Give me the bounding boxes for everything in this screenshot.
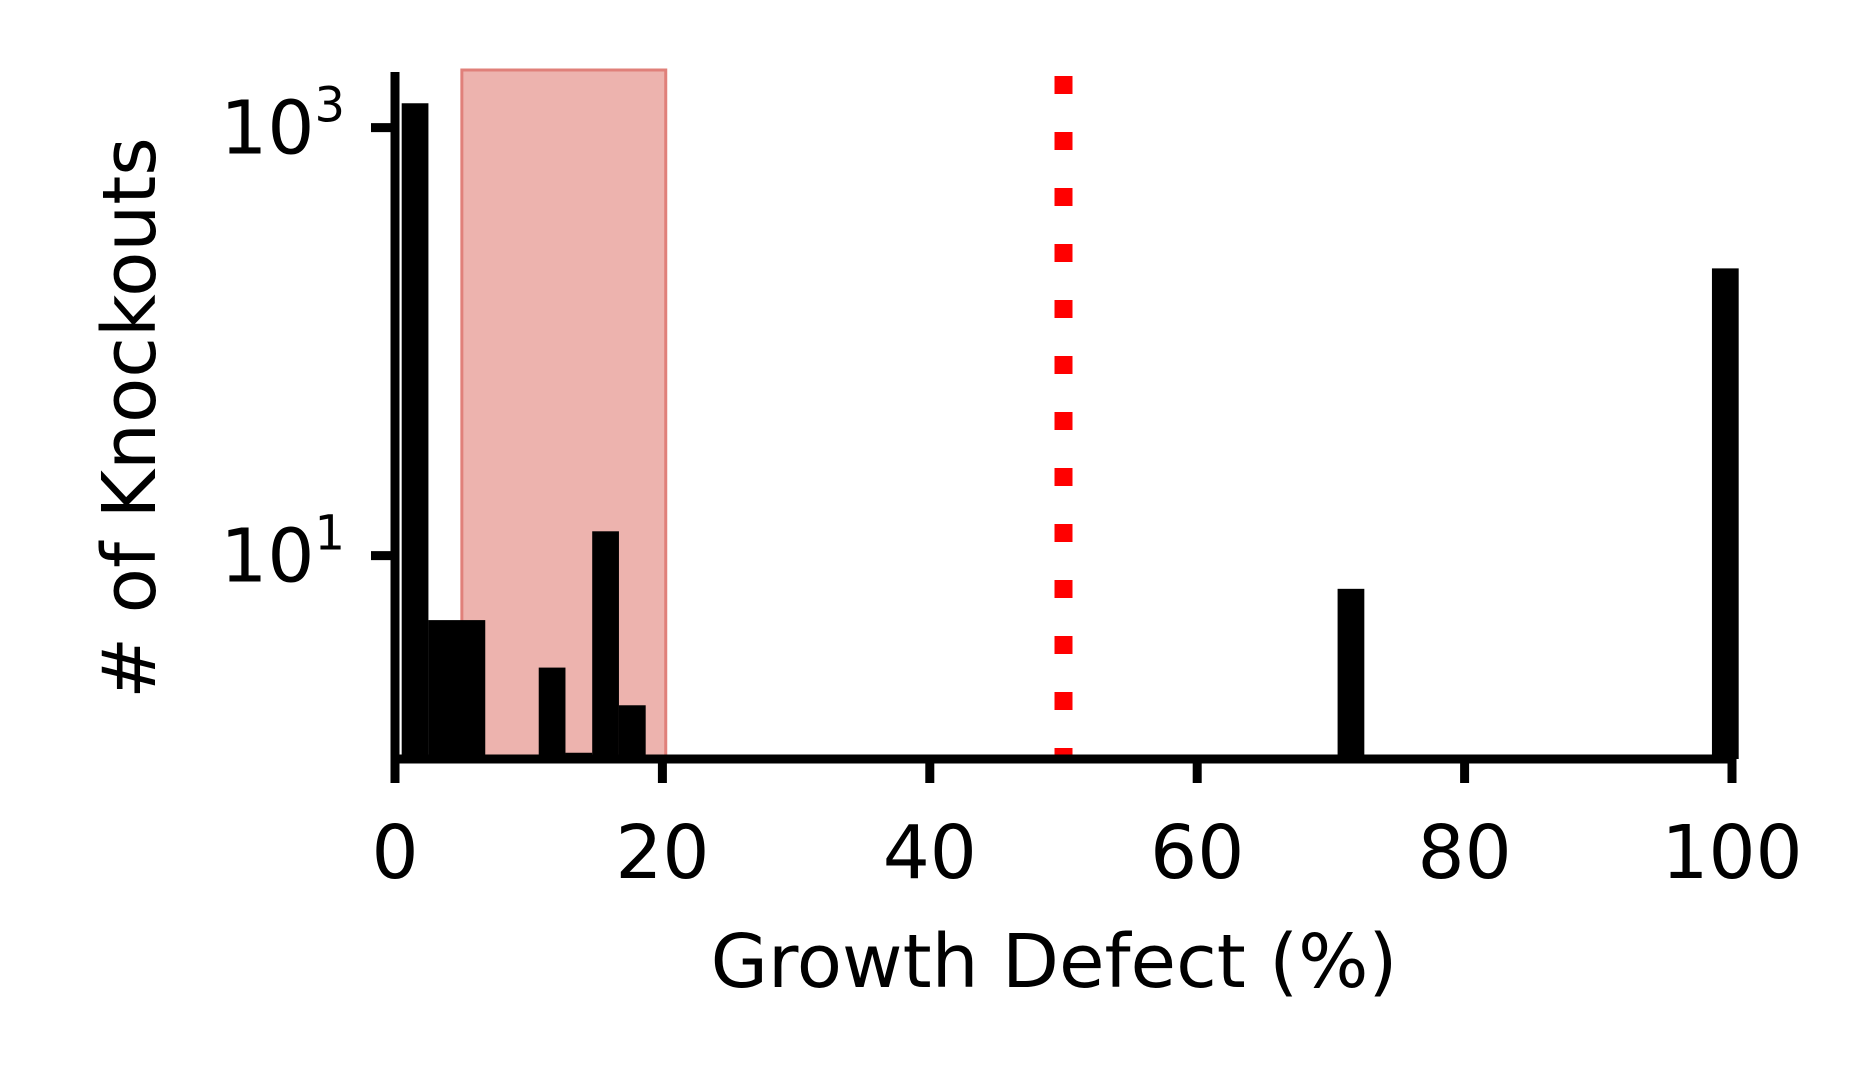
x-tick-label-100: 100 bbox=[1661, 810, 1802, 896]
histogram-bar-7 bbox=[1337, 588, 1365, 759]
x-tick-label-20: 20 bbox=[615, 810, 709, 896]
y-tick-label-10: 101 bbox=[220, 506, 345, 600]
x-tick-label-0: 0 bbox=[371, 810, 418, 896]
histogram-bar-3 bbox=[538, 667, 566, 759]
x-tick-label-80: 80 bbox=[1418, 810, 1512, 896]
ticks-layer: 0 20 40 60 80 100 103 101 bbox=[220, 78, 1802, 896]
shade-layer bbox=[460, 68, 668, 761]
y-tick-label-1000: 103 bbox=[220, 78, 345, 172]
bars-layer bbox=[401, 103, 1739, 759]
x-tick-label-60: 60 bbox=[1150, 810, 1244, 896]
histogram-bar-1 bbox=[401, 103, 429, 759]
y-axis-title: # of Knockouts bbox=[87, 137, 173, 699]
histogram-bar-8 bbox=[1711, 268, 1739, 759]
shaded-region bbox=[460, 68, 668, 761]
histogram-bar-5 bbox=[592, 531, 619, 759]
histogram-bar-6 bbox=[618, 705, 646, 759]
x-axis-title: Growth Defect (%) bbox=[711, 919, 1398, 1005]
x-tick-label-40: 40 bbox=[883, 810, 977, 896]
histogram-bar-2 bbox=[428, 620, 486, 759]
axes-layer bbox=[390, 72, 1736, 764]
